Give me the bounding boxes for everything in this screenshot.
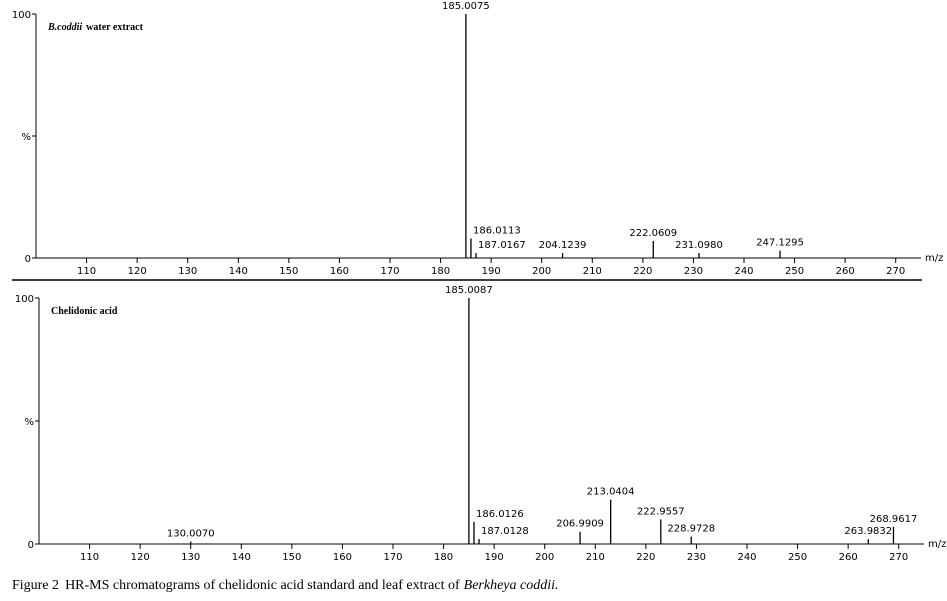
x-tick-label: 180 bbox=[431, 266, 450, 277]
peak-label: 222.0609 bbox=[629, 228, 677, 239]
x-tick-label: 210 bbox=[586, 552, 605, 563]
x-tick-label: 210 bbox=[583, 266, 602, 277]
peak-label: 213.0404 bbox=[587, 487, 635, 498]
x-tick-label: 230 bbox=[687, 552, 706, 563]
x-tick-label: 240 bbox=[737, 552, 756, 563]
x-tick-label: 170 bbox=[383, 552, 402, 563]
y-tick-label: 0 bbox=[28, 540, 34, 551]
y-tick-label: % bbox=[21, 132, 31, 143]
panel-title-part: water extract bbox=[86, 22, 143, 33]
x-tick-label: 160 bbox=[333, 552, 352, 563]
peak-label: 247.1295 bbox=[756, 238, 804, 249]
x-tick-label: 130 bbox=[181, 552, 200, 563]
x-tick-label: 260 bbox=[836, 266, 855, 277]
peak-label: 186.0126 bbox=[476, 509, 524, 520]
x-tick-label: 140 bbox=[229, 266, 248, 277]
x-tick-label: 220 bbox=[633, 266, 652, 277]
x-tick-label: 200 bbox=[535, 552, 554, 563]
x-tick-label: 190 bbox=[482, 266, 501, 277]
peak-label: 185.0087 bbox=[445, 285, 493, 296]
caption-text: HR-MS chromatograms of chelidonic acid s… bbox=[65, 578, 460, 593]
x-tick-label: 270 bbox=[889, 552, 908, 563]
peak-label: 187.0128 bbox=[481, 526, 529, 537]
peak-label: 130.0070 bbox=[167, 529, 215, 540]
x-tick-label: 160 bbox=[330, 266, 349, 277]
x-tick-label: 250 bbox=[785, 266, 804, 277]
x-axis-label: m/z bbox=[925, 253, 943, 264]
y-tick-label: 100 bbox=[12, 10, 31, 21]
x-tick-label: 120 bbox=[128, 266, 147, 277]
x-tick-label: 170 bbox=[380, 266, 399, 277]
x-tick-label: 240 bbox=[734, 266, 753, 277]
x-tick-label: 270 bbox=[886, 266, 905, 277]
peak-label: 228.9728 bbox=[667, 524, 715, 535]
x-tick-label: 200 bbox=[532, 266, 551, 277]
x-tick-label: 220 bbox=[636, 552, 655, 563]
x-tick-label: 130 bbox=[178, 266, 197, 277]
x-axis-label: m/z bbox=[928, 539, 946, 550]
x-tick-label: 260 bbox=[839, 552, 858, 563]
x-tick-label: 190 bbox=[485, 552, 504, 563]
x-tick-label: 110 bbox=[80, 552, 99, 563]
panel-title-part: Chelidonic acid bbox=[51, 306, 118, 317]
peak-label: 204.1239 bbox=[539, 240, 587, 251]
y-tick-label: % bbox=[24, 417, 34, 428]
y-tick-label: 100 bbox=[15, 294, 34, 305]
peak-label: 268.9617 bbox=[870, 514, 918, 525]
peak-label: 222.9557 bbox=[637, 506, 685, 517]
peak-label: 206.9909 bbox=[556, 519, 604, 530]
x-tick-label: 150 bbox=[282, 552, 301, 563]
y-tick-label: 0 bbox=[25, 254, 31, 265]
panel-title: B.coddii water extract bbox=[47, 22, 144, 33]
peak-label: 185.0075 bbox=[442, 1, 490, 12]
caption-species: Berkheya coddii. bbox=[464, 578, 559, 593]
x-tick-label: 150 bbox=[279, 266, 298, 277]
x-tick-label: 120 bbox=[131, 552, 150, 563]
panel-title: Chelidonic acid bbox=[51, 306, 118, 317]
peak-label: 263.9832 bbox=[844, 526, 892, 537]
caption-label: Figure 2 bbox=[12, 578, 59, 593]
x-tick-label: 140 bbox=[232, 552, 251, 563]
caption: Figure 2 HR-MS chromatograms of chelidoni… bbox=[12, 578, 559, 593]
peak-label: 231.0980 bbox=[675, 240, 723, 251]
panel-title-part: B.coddii bbox=[47, 22, 82, 33]
x-tick-label: 230 bbox=[684, 266, 703, 277]
x-tick-label: 250 bbox=[788, 552, 807, 563]
peak-label: 187.0167 bbox=[478, 240, 526, 251]
x-tick-label: 180 bbox=[434, 552, 453, 563]
peak-label: 186.0113 bbox=[473, 225, 521, 236]
x-tick-label: 110 bbox=[77, 266, 96, 277]
